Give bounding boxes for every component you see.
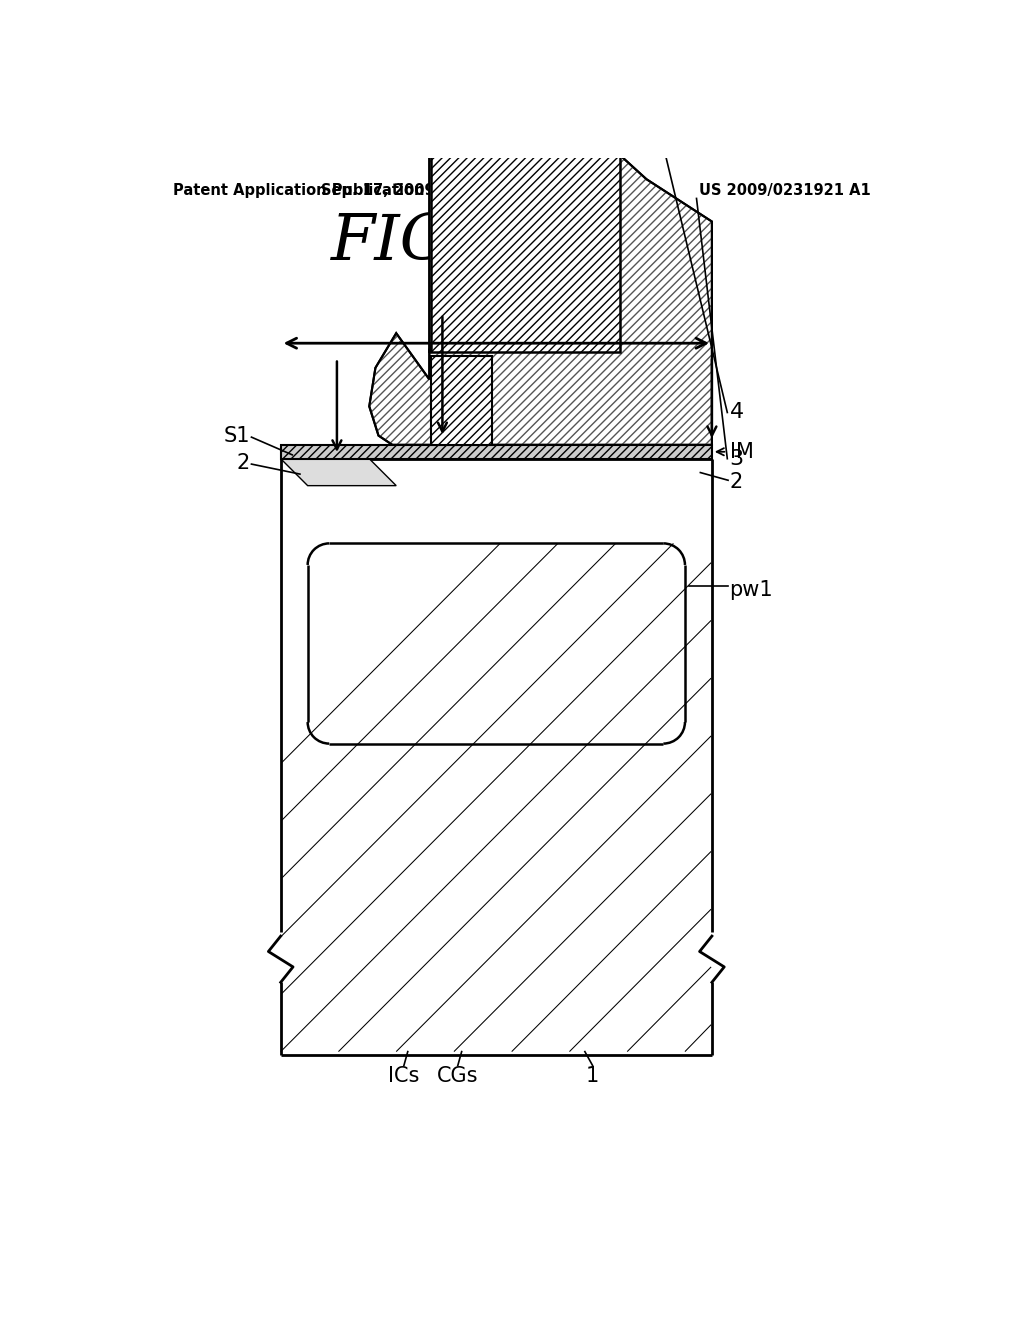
Text: 1: 1 — [586, 1067, 599, 1086]
Text: FIG. 8: FIG. 8 — [331, 213, 530, 273]
Text: IM: IM — [730, 442, 754, 462]
Bar — [431, 7, 620, 137]
Bar — [431, 356, 493, 445]
Text: Patent Application Publication: Patent Application Publication — [173, 183, 424, 198]
Text: S1: S1 — [223, 425, 250, 446]
Text: 3: 3 — [730, 449, 743, 469]
Text: ICs: ICs — [388, 1067, 420, 1086]
Text: Sep. 17, 2009  Sheet 8 of 30: Sep. 17, 2009 Sheet 8 of 30 — [322, 183, 556, 198]
Text: R4: R4 — [478, 298, 515, 326]
Text: 2: 2 — [730, 471, 742, 492]
Text: 2: 2 — [237, 453, 250, 473]
Bar — [431, 137, 620, 352]
Text: US 2009/0231921 A1: US 2009/0231921 A1 — [699, 183, 871, 198]
Text: pw1: pw1 — [730, 579, 773, 599]
Polygon shape — [370, 133, 712, 445]
Polygon shape — [281, 459, 396, 486]
Text: CGs: CGs — [437, 1067, 478, 1086]
Bar — [281, 445, 712, 459]
Text: 4: 4 — [730, 403, 743, 422]
